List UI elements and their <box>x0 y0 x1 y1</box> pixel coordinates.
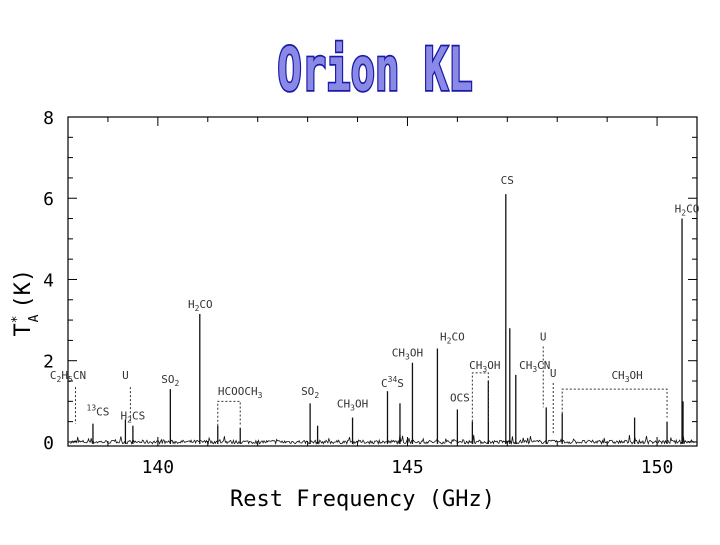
y-tick-label: 2 <box>43 352 54 373</box>
chart-title: Orion KL <box>277 36 472 105</box>
line-identification-label: HCOOCH3 <box>218 385 263 400</box>
line-identification-label: H2CS <box>121 410 146 425</box>
y-tick-label: 8 <box>43 108 54 129</box>
y-tick-label: 4 <box>43 270 54 291</box>
line-identification-label: CS <box>501 174 514 187</box>
label-bracket <box>561 388 668 418</box>
line-identification-label: C34S <box>381 375 404 390</box>
line-identification-label: H2CO <box>440 330 465 345</box>
x-axis-label: Rest Frequency (GHz) <box>230 487 495 512</box>
x-tick-label: 150 <box>641 457 674 478</box>
line-identification-label: CH3OH <box>469 359 500 374</box>
y-tick-label: 0 <box>43 433 54 454</box>
line-identification-label: OCS <box>450 391 470 404</box>
line-identification-label: SO2 <box>301 385 319 400</box>
line-identification-label: H2CO <box>188 298 213 313</box>
line-identification-label: CH3OH <box>611 369 642 384</box>
x-tick-label: 145 <box>391 457 424 478</box>
line-identification-label: U <box>122 369 129 382</box>
label-bracket <box>217 400 241 426</box>
plot-frame <box>67 116 698 447</box>
line-identification-label: U <box>540 330 547 343</box>
y-tick-label: 6 <box>43 189 54 210</box>
line-identification-label: C2H5CN <box>50 369 86 384</box>
x-tick-label: 140 <box>142 457 175 478</box>
chart-title-banner: Orion KL <box>0 28 720 108</box>
line-identification-label: CH3OH <box>392 347 423 362</box>
label-bracket <box>471 372 489 422</box>
line-identification-label: CH3CN <box>519 359 550 374</box>
line-identification-label: U <box>550 367 557 380</box>
y-axis-label: T* A(K) <box>10 269 42 337</box>
line-identification-label: H2CO <box>675 202 700 217</box>
line-identification-label: CH3OH <box>337 397 368 412</box>
line-identification-label: 13CS <box>87 404 110 419</box>
spectrum-baseline <box>70 434 695 446</box>
line-identification-label: SO2 <box>161 373 179 388</box>
